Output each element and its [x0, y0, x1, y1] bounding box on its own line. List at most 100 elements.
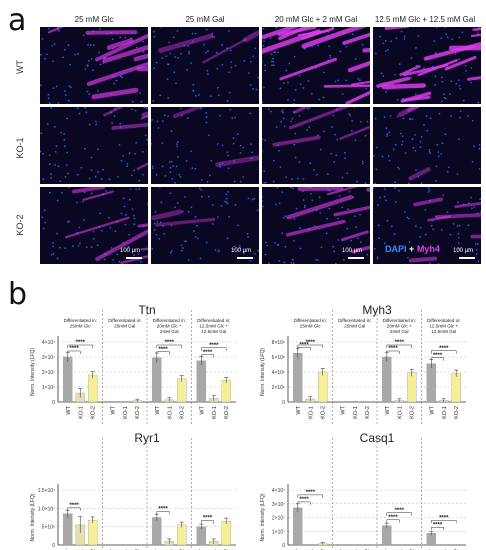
ryr1-sig-bracket [201, 520, 214, 524]
casq1-y-tick-label: 2×10⁷ [272, 516, 285, 522]
ttn-sig-label: **** [76, 340, 86, 346]
myh3-group-label: Differentiated in: 20mM Glc +2mM Gal [383, 318, 416, 334]
ttn-sig-label: **** [209, 343, 219, 349]
micrograph-ko-1-4 [373, 107, 481, 184]
panel-a-letter: a [8, 3, 27, 38]
myh3-bar [407, 372, 417, 403]
legend-myh4: Myh4 [416, 244, 440, 254]
ryr1-sig-label: **** [158, 507, 168, 513]
ttn-sig-bracket [201, 347, 227, 351]
myh3-group-label: Differentiated in: 25mM Gal [338, 318, 371, 329]
casq1-sig-label: **** [306, 490, 316, 496]
micrograph-wt-4 [373, 27, 481, 104]
casq1-x-tick-label: WT [385, 548, 391, 550]
micrograph-ko-2-3: 100 µm [262, 187, 370, 264]
casq1-y-tick-label: 4×10⁷ [272, 488, 285, 494]
micrograph-ko-2-4: 100 µm [373, 187, 481, 264]
ttn-group-label: Differentiated in: 20mM Glc +2mM Gal [153, 318, 186, 334]
ttn-sig-label: **** [158, 347, 168, 353]
ryr1-y-tick-label: 1.0×10⁷ [38, 506, 55, 512]
ryr1-bar [88, 519, 98, 546]
myh3-sig-bracket [386, 350, 400, 354]
myh3-x-tick-label: WT [385, 405, 391, 414]
scale-bar [459, 257, 475, 259]
legend-plus: + [409, 244, 415, 254]
myh3-x-tick-label: KO-1 [397, 406, 403, 419]
row-label-wt: WT [15, 60, 25, 74]
ttn-y-tick-label: 1×10⁷ [42, 385, 55, 391]
micrograph-wt-1 [40, 27, 148, 104]
ttn-y-axis-label: Norm. Intensity (LFQ) [30, 348, 36, 396]
myh3-x-tick-label: KO-2 [410, 406, 416, 419]
casq1-y-tick-label: 0 [282, 543, 285, 549]
myh3-sig-label: **** [439, 346, 449, 352]
myh3-x-tick-label: WT [296, 405, 302, 414]
ttn-x-tick-label: KO-1 [212, 406, 218, 419]
stain-legend: DAPI + Myh4 [385, 244, 440, 254]
myh3-x-tick-label: KO-2 [365, 406, 371, 419]
row-label-ko1: KO-1 [15, 137, 25, 159]
myh3-x-tick-label: KO-1 [308, 406, 314, 419]
casq1-sig-bracket [431, 527, 444, 531]
scale-bar [237, 257, 253, 259]
ryr1-x-tick-label: WT [110, 548, 116, 550]
casq1-sig-bracket [297, 494, 323, 498]
casq1-bar [293, 507, 303, 546]
ttn-x-tick-label: WT [155, 405, 161, 414]
myh3-sig-bracket [431, 350, 457, 354]
ttn-x-tick-label: WT [199, 405, 205, 414]
myh3-x-tick-label: WT [340, 405, 346, 414]
myh3-y-tick-label: 2×10⁶ [272, 385, 285, 391]
casq1-sig-label: **** [433, 522, 443, 528]
casq1-bar [382, 525, 392, 546]
ttn-bar [177, 378, 187, 403]
myh3-sig-label: **** [395, 340, 405, 346]
scale-bar-label: 100 µm [120, 248, 141, 254]
column-header-3: 20 mM Glc + 2 mM Gal [274, 15, 358, 24]
ttn-bar [88, 374, 98, 403]
ryr1-x-tick-label: WT [199, 548, 205, 550]
casq1-y-tick-label: 3×10⁷ [272, 502, 285, 508]
scale-bar [348, 257, 364, 259]
ttn-bar [196, 360, 206, 403]
casq1-sig-bracket [386, 512, 412, 516]
myh3-bar [318, 371, 328, 403]
ttn-sig-bracket [67, 344, 93, 348]
ttn-x-tick-label: KO-2 [135, 406, 141, 419]
casq1-sig-label: **** [299, 497, 309, 503]
casq1-y-axis-label: Norm. Intensity (LFQ) [260, 493, 266, 541]
ryr1-sig-bracket [156, 511, 170, 515]
myh3-x-tick-label: KO-2 [454, 406, 460, 419]
ttn-x-tick-label: KO-2 [180, 406, 186, 419]
ttn-y-tick-label: 0 [52, 400, 55, 406]
casq1-sig-label: **** [388, 515, 398, 521]
micrograph-wt-3 [262, 27, 370, 104]
legend-dapi: DAPI [385, 244, 407, 254]
myh3-y-tick-label: 6×10⁶ [272, 355, 285, 361]
ttn-sig-label: **** [69, 346, 79, 352]
ryr1-sig-label: **** [69, 503, 79, 509]
ttn-sig-bracket [156, 351, 170, 355]
ttn-sig-bracket [156, 344, 182, 348]
ryr1-y-tick-label: 0 [52, 543, 55, 549]
myh3-bar [382, 356, 392, 403]
ttn-x-tick-label: WT [66, 405, 72, 414]
ryr1-x-tick-label: WT [155, 548, 161, 550]
ttn-y-tick-label: 4×10⁷ [42, 340, 55, 346]
ryr1-sig-bracket [67, 507, 81, 511]
myh3-x-tick-label: KO-2 [321, 406, 327, 419]
ttn-x-tick-label: KO-2 [91, 406, 97, 419]
ttn-sig-label: **** [203, 350, 213, 356]
myh3-y-tick-label: 4×10⁶ [272, 370, 285, 376]
casq1-x-tick-label: WT [340, 548, 346, 550]
ttn-bar [221, 380, 231, 403]
myh3-x-tick-label: KO-1 [353, 406, 359, 419]
casq1-sig-label: **** [395, 508, 405, 514]
column-header-2: 25 mM Gal [185, 15, 225, 24]
myh3-bar [293, 353, 303, 403]
ttn-y-tick-label: 3×10⁷ [42, 355, 55, 361]
scale-bar [126, 257, 142, 259]
ryr1-sig-label: **** [203, 516, 213, 522]
micrograph-wt-2 [151, 27, 259, 104]
scale-bar-label: 100 µm [231, 248, 252, 254]
